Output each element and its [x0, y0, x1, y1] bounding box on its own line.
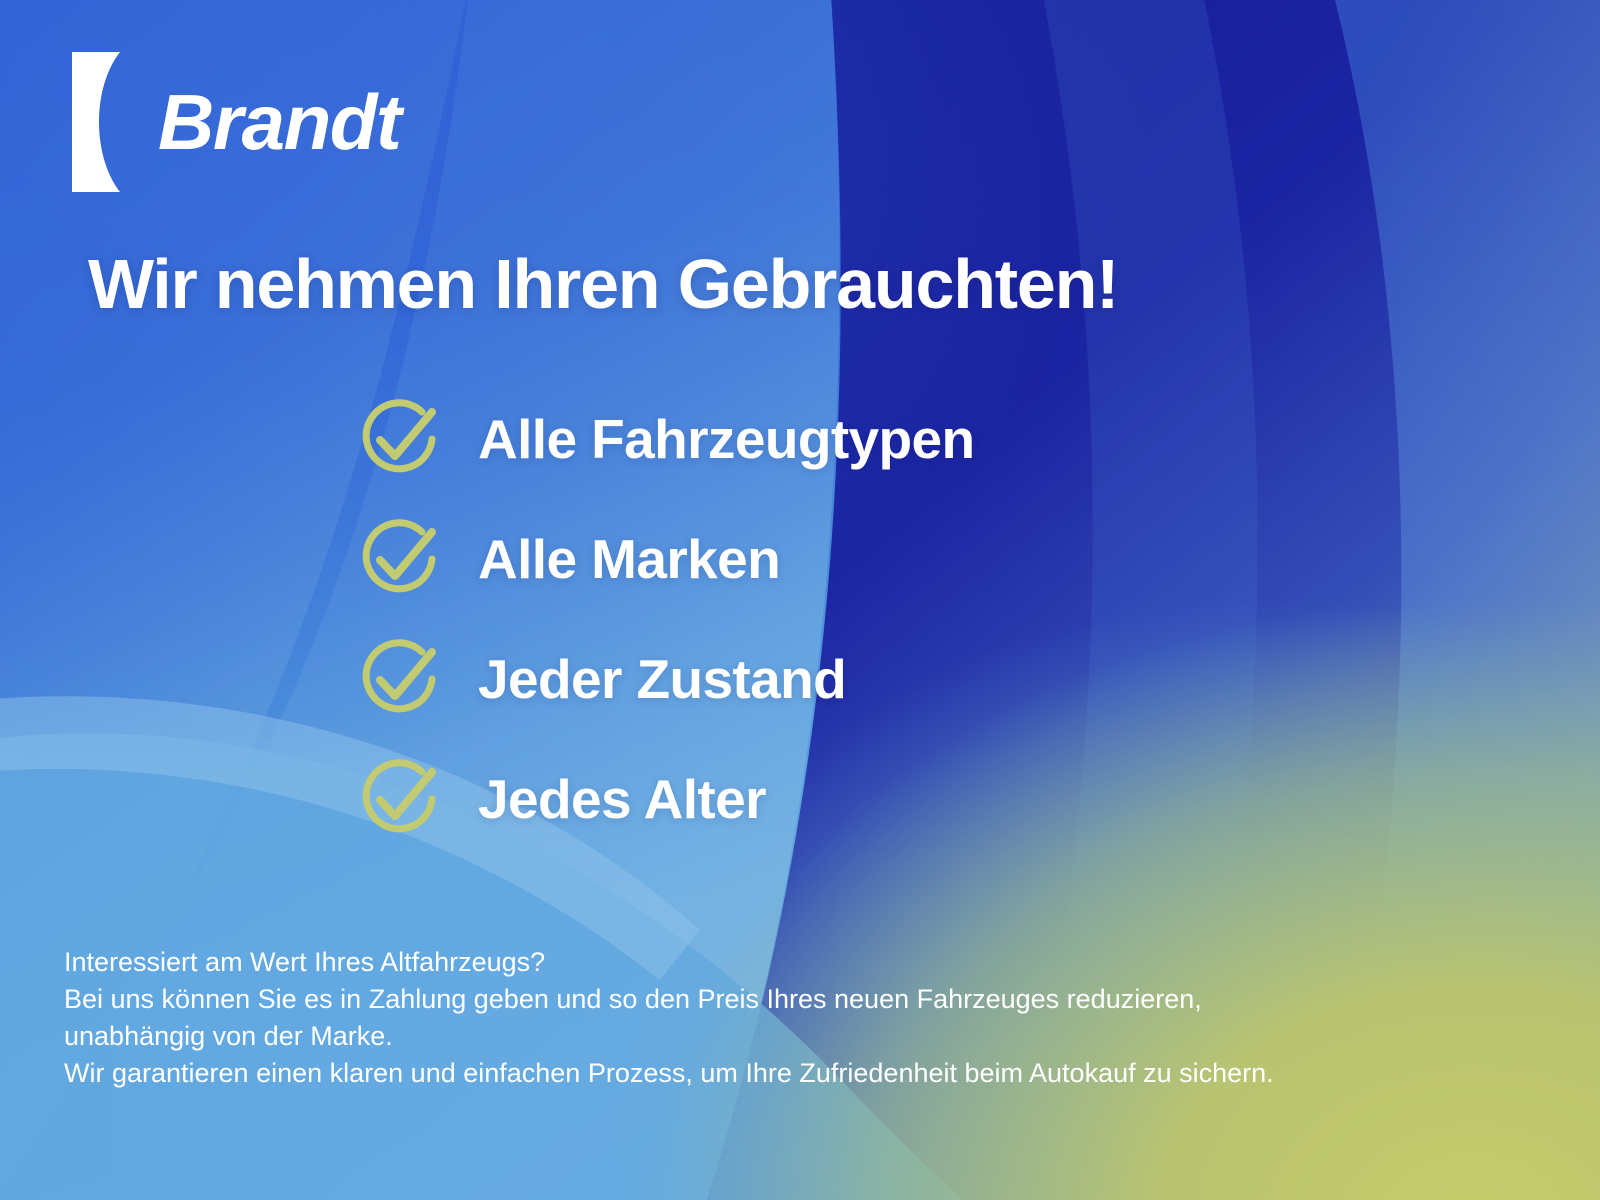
benefits-list: Alle Fahrzeugtypen Alle Marken Jeder Zus… — [356, 396, 975, 842]
list-item: Alle Marken — [356, 516, 975, 602]
benefit-label: Jedes Alter — [478, 767, 767, 830]
check-circle-icon — [362, 639, 436, 713]
check-circle-icon — [362, 399, 436, 473]
benefit-label: Alle Marken — [478, 527, 781, 590]
check-circle-icon — [362, 519, 436, 593]
brandt-crescent-mark-icon — [72, 52, 120, 192]
description-line: unabhängig von der Marke. — [64, 1020, 393, 1051]
benefit-label: Alle Fahrzeugtypen — [478, 407, 975, 470]
page-title: Wir nehmen Ihren Gebrauchten! — [88, 245, 1119, 323]
description-line: Bei uns können Sie es in Zahlung geben u… — [64, 983, 1202, 1014]
list-item: Jeder Zustand — [356, 636, 975, 722]
description-line: Interessiert am Wert Ihres Altfahrzeugs? — [64, 947, 546, 977]
brand-logo[interactable]: Brandt — [72, 52, 402, 192]
description-line: Wir garantieren einen klaren und einfach… — [64, 1057, 1274, 1088]
benefit-label: Jeder Zustand — [478, 647, 847, 710]
description-text: Interessiert am Wert Ihres Altfahrzeugs?… — [64, 944, 1544, 1092]
check-circle-icon — [362, 759, 436, 833]
list-item: Jedes Alter — [356, 756, 975, 842]
brand-name: Brandt — [158, 78, 402, 166]
list-item: Alle Fahrzeugtypen — [356, 396, 975, 482]
